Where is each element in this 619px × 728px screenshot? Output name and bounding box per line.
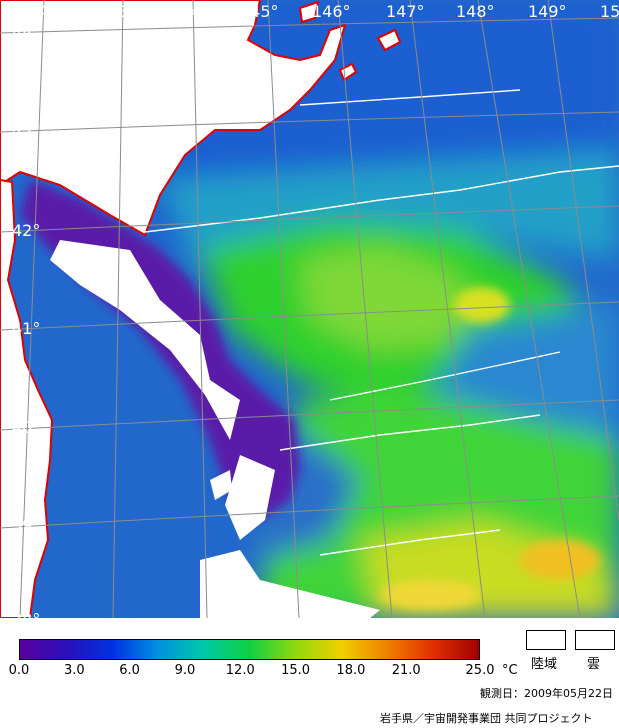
- legend-area: 0.0 3.0 6.0 9.0 12.0 15.0 18.0 21.0 25.0 °C 陸域 雲…: [0, 618, 619, 728]
- land-honshu: [0, 178, 54, 618]
- colorbar-tick-label: 25.0: [465, 663, 495, 678]
- unit-label: °C: [502, 663, 518, 678]
- lat-label: 43°: [12, 121, 40, 140]
- lon-label: 15: [600, 2, 619, 21]
- warm-spot-south: [520, 540, 600, 580]
- colorbar-tick-label: 21.0: [391, 663, 421, 678]
- lat-label: 42°: [12, 221, 40, 240]
- credit-line: 岩手県／宇宙開発事業団 共同プロジェクト: [380, 712, 593, 725]
- colorbar-tick-label: 0.0: [8, 663, 30, 678]
- island-kurile-1: [376, 28, 402, 52]
- observation-date: 観測日：2009年05月22日: [480, 687, 613, 700]
- eddy-yellow-core: [454, 287, 510, 323]
- lon-label: 147°: [386, 2, 425, 21]
- graticule: [0, 0, 619, 618]
- longitude-labels: 142° 143° 144° 145° 146° 147° 148° 149° …: [28, 2, 619, 21]
- cloud-patches: [50, 240, 380, 618]
- lat-label: 40°: [12, 418, 40, 437]
- land-label: 陸域: [531, 657, 558, 672]
- lon-label: 148°: [456, 2, 495, 21]
- scan-streaks: [144, 89, 619, 556]
- lat-label: 41°: [12, 319, 40, 338]
- lon-label: 142°: [28, 2, 67, 21]
- colorbar-tick-label: 12.0: [225, 663, 255, 678]
- colorbar-tick-label: 3.0: [63, 663, 85, 678]
- colorbar-tick-label: 15.0: [281, 663, 311, 678]
- warm-eddy: [300, 245, 480, 350]
- lon-label: 149°: [528, 2, 567, 21]
- warm-spot-south-2: [380, 580, 480, 610]
- temperature-colorbar: [19, 639, 480, 660]
- cloud-swatch: [575, 630, 615, 650]
- lat-label: 39°: [12, 516, 40, 535]
- colorbar-tick-label: 9.0: [174, 663, 196, 678]
- lon-label: 146°: [312, 2, 351, 21]
- lat-label: 38°: [12, 610, 40, 618]
- lat-label: 44°: [12, 23, 40, 42]
- cloud-label: 雲: [587, 657, 601, 672]
- colorbar-tick-label: 18.0: [336, 663, 366, 678]
- island-kurile-3: [298, 0, 320, 24]
- land-swatch: [526, 630, 566, 650]
- sea-surface-temperature-map: 142° 143° 144° 145° 146° 147° 148° 149° …: [0, 0, 619, 618]
- lon-label: 144°: [170, 2, 209, 21]
- colorbar-tick-label: 6.0: [119, 663, 140, 678]
- lon-label: 143°: [98, 2, 137, 21]
- latitude-labels: 44° 43° 42° 41° 40° 39° 38°: [12, 23, 40, 618]
- cool-water-east: [430, 300, 619, 440]
- lon-label: 145°: [240, 2, 279, 21]
- land-hokkaido: [0, 0, 347, 237]
